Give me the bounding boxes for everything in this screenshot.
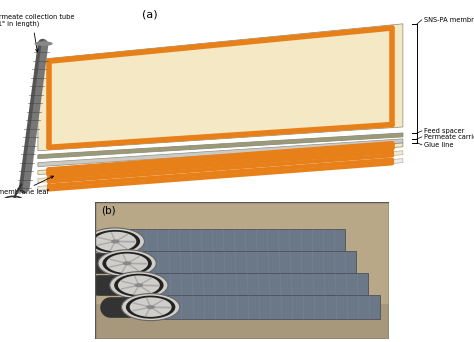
Circle shape [86,228,145,255]
Polygon shape [95,304,389,339]
Text: (b): (b) [100,206,115,216]
Circle shape [91,230,140,253]
Ellipse shape [35,42,52,45]
Circle shape [135,283,143,287]
Circle shape [111,239,120,244]
Circle shape [118,275,160,295]
Circle shape [94,232,137,251]
Circle shape [126,295,175,319]
Polygon shape [159,295,380,319]
Circle shape [121,293,180,321]
Circle shape [123,261,131,265]
Polygon shape [124,229,345,254]
Circle shape [130,297,172,317]
Polygon shape [38,24,403,151]
Text: Permeate carrier: Permeate carrier [424,134,474,140]
Polygon shape [136,251,356,276]
Text: A membrane leaf: A membrane leaf [0,176,54,195]
Text: Feed spacer: Feed spacer [424,128,465,134]
Polygon shape [148,273,368,298]
Circle shape [110,272,168,299]
Circle shape [102,252,152,275]
Polygon shape [38,143,403,174]
Circle shape [98,250,156,277]
Polygon shape [95,202,389,339]
Circle shape [114,274,164,297]
Text: Glue line: Glue line [424,142,454,148]
Text: Permeate collection tube
(21" in length): Permeate collection tube (21" in length) [0,14,74,52]
Polygon shape [38,159,403,190]
Polygon shape [38,151,403,183]
Text: SNS-PA membrane sheets: SNS-PA membrane sheets [424,17,474,23]
Text: (a): (a) [142,10,158,20]
Circle shape [106,253,148,273]
Circle shape [146,305,155,309]
Polygon shape [38,133,403,159]
Polygon shape [38,139,403,167]
